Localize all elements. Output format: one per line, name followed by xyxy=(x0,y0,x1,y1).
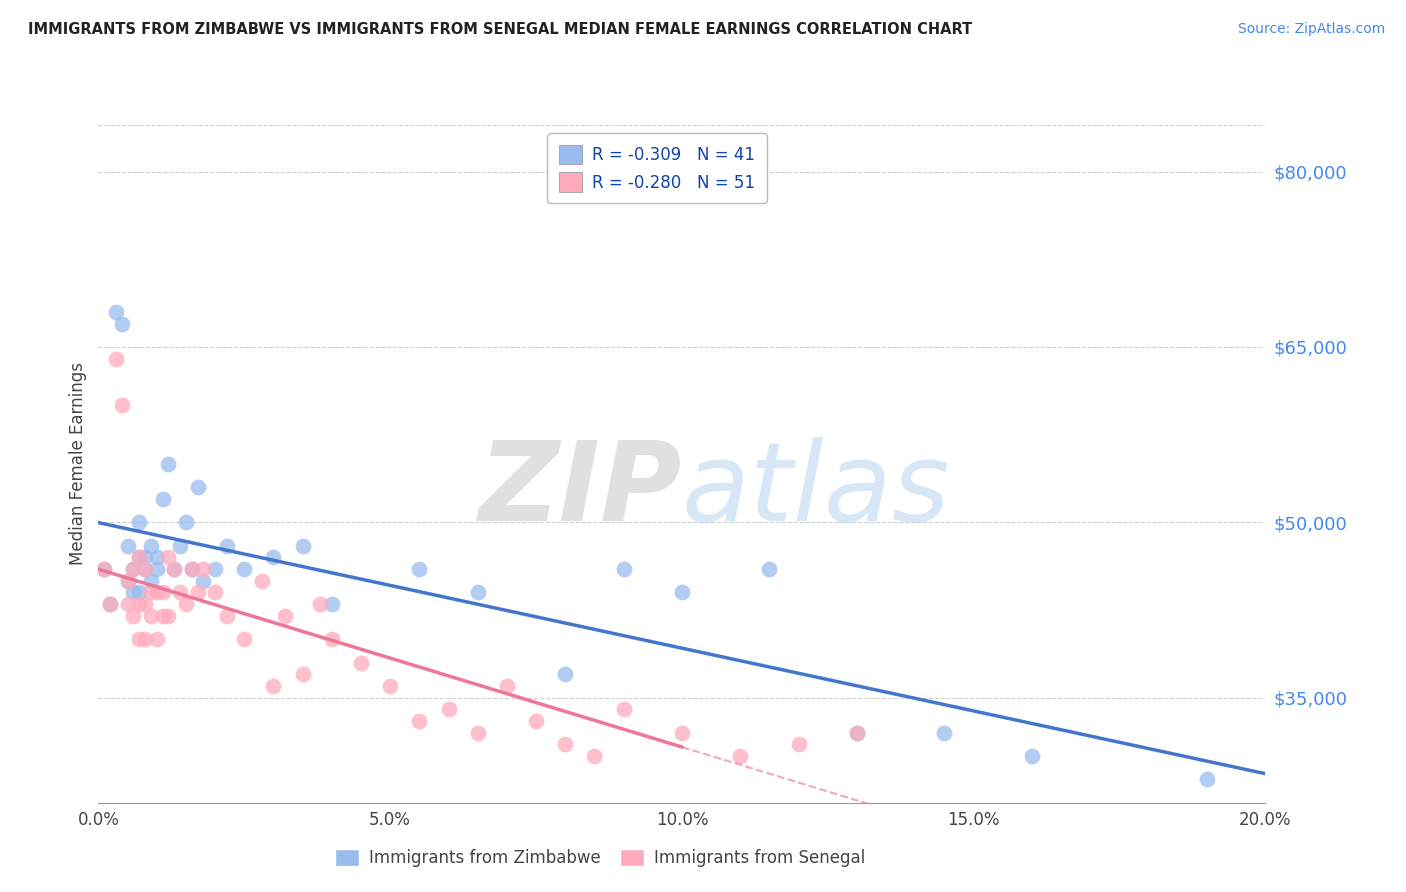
Point xyxy=(134,562,156,576)
Point xyxy=(134,597,156,611)
Point xyxy=(215,608,238,623)
Point xyxy=(128,550,150,565)
Point xyxy=(233,632,256,647)
Point xyxy=(152,491,174,506)
Point xyxy=(157,608,180,623)
Point xyxy=(134,550,156,565)
Point xyxy=(187,585,209,599)
Point xyxy=(612,562,634,576)
Point xyxy=(128,632,150,647)
Point xyxy=(309,597,332,611)
Point xyxy=(104,305,127,319)
Point xyxy=(378,679,402,693)
Point xyxy=(187,480,209,494)
Point xyxy=(139,574,162,588)
Point xyxy=(180,562,202,576)
Legend: Immigrants from Zimbabwe, Immigrants from Senegal: Immigrants from Zimbabwe, Immigrants fro… xyxy=(328,841,873,876)
Point xyxy=(787,737,810,751)
Point xyxy=(134,562,156,576)
Point xyxy=(321,597,343,611)
Point xyxy=(98,597,121,611)
Point xyxy=(139,608,162,623)
Point xyxy=(437,702,460,716)
Point xyxy=(128,597,150,611)
Point xyxy=(163,562,186,576)
Point xyxy=(262,550,284,565)
Point xyxy=(117,539,139,553)
Point xyxy=(139,539,162,553)
Point xyxy=(111,398,134,412)
Point xyxy=(146,585,169,599)
Point xyxy=(122,562,145,576)
Point xyxy=(152,608,174,623)
Point xyxy=(274,608,297,623)
Point xyxy=(180,562,202,576)
Point xyxy=(174,516,197,530)
Text: IMMIGRANTS FROM ZIMBABWE VS IMMIGRANTS FROM SENEGAL MEDIAN FEMALE EARNINGS CORRE: IMMIGRANTS FROM ZIMBABWE VS IMMIGRANTS F… xyxy=(28,22,973,37)
Point xyxy=(467,585,489,599)
Point xyxy=(728,749,751,764)
Point xyxy=(117,574,139,588)
Point xyxy=(758,562,780,576)
Point xyxy=(111,317,134,331)
Point xyxy=(934,725,956,739)
Point xyxy=(554,667,576,681)
Point xyxy=(174,597,197,611)
Point xyxy=(163,562,186,576)
Point xyxy=(250,574,273,588)
Point xyxy=(612,702,634,716)
Point xyxy=(845,725,868,739)
Point xyxy=(321,632,343,647)
Text: Source: ZipAtlas.com: Source: ZipAtlas.com xyxy=(1237,22,1385,37)
Point xyxy=(93,562,115,576)
Point xyxy=(583,749,606,764)
Point xyxy=(98,597,121,611)
Point xyxy=(169,585,191,599)
Point xyxy=(291,667,314,681)
Point xyxy=(134,632,156,647)
Point xyxy=(122,585,145,599)
Text: ZIP: ZIP xyxy=(478,437,682,544)
Point xyxy=(554,737,576,751)
Point xyxy=(467,725,489,739)
Point xyxy=(122,562,145,576)
Point xyxy=(157,457,180,471)
Point xyxy=(262,679,284,693)
Point xyxy=(146,632,169,647)
Point xyxy=(122,608,145,623)
Point xyxy=(128,550,150,565)
Point xyxy=(146,562,169,576)
Text: atlas: atlas xyxy=(682,437,950,544)
Point xyxy=(291,539,314,553)
Point xyxy=(117,597,139,611)
Point xyxy=(495,679,517,693)
Point xyxy=(215,539,238,553)
Point xyxy=(93,562,115,576)
Point xyxy=(157,550,180,565)
Point xyxy=(139,585,162,599)
Point xyxy=(1021,749,1043,764)
Point xyxy=(1195,772,1218,787)
Point xyxy=(193,562,215,576)
Point xyxy=(152,585,174,599)
Point xyxy=(233,562,256,576)
Point xyxy=(104,351,127,366)
Y-axis label: Median Female Earnings: Median Female Earnings xyxy=(69,362,87,566)
Point xyxy=(193,574,215,588)
Point xyxy=(524,714,547,728)
Point xyxy=(845,725,868,739)
Point xyxy=(169,539,191,553)
Point xyxy=(671,725,693,739)
Point xyxy=(128,516,150,530)
Point xyxy=(204,562,226,576)
Point xyxy=(117,574,139,588)
Point xyxy=(350,656,373,670)
Point xyxy=(408,562,430,576)
Point xyxy=(204,585,226,599)
Point xyxy=(671,585,693,599)
Point xyxy=(146,550,169,565)
Point xyxy=(408,714,430,728)
Point xyxy=(128,585,150,599)
